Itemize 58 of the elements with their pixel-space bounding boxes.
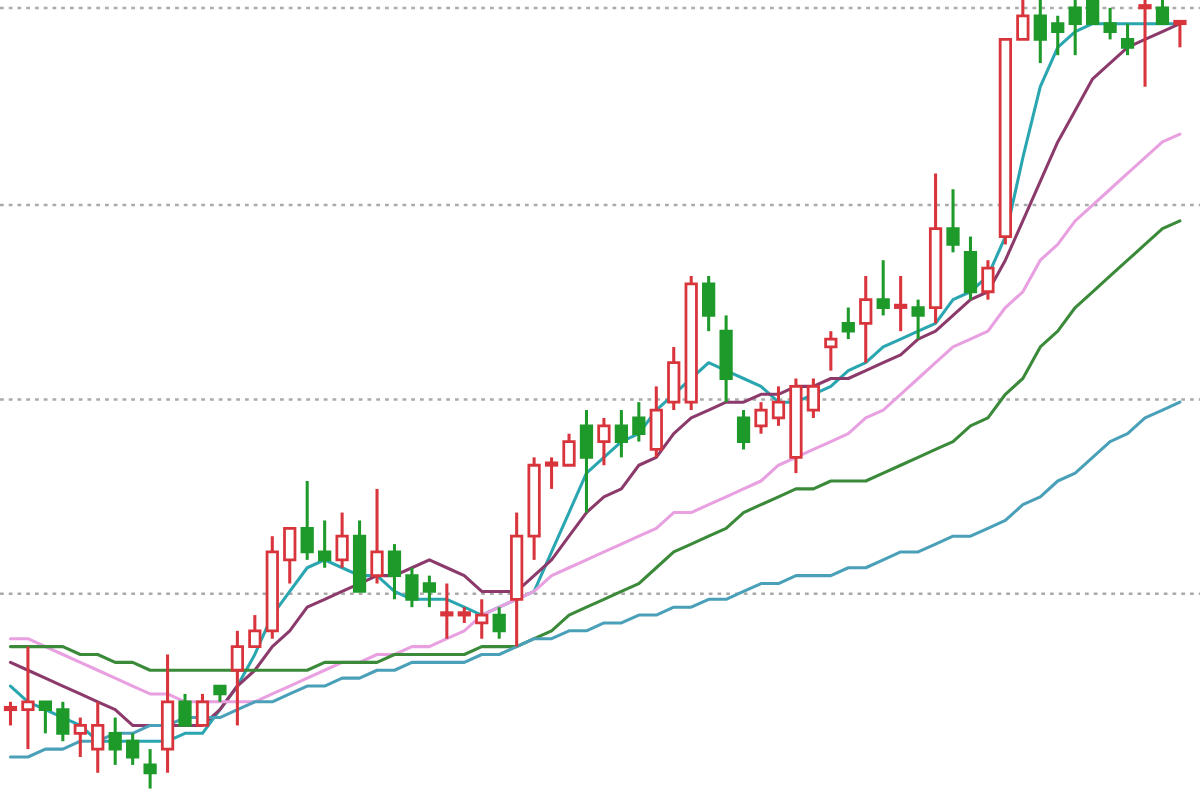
candlestick (335, 511, 349, 570)
candlestick (1103, 6, 1117, 41)
candlestick (475, 597, 489, 641)
candlestick (824, 329, 838, 373)
candlestick (649, 384, 663, 459)
candlestick (719, 313, 733, 404)
candlestick (614, 408, 629, 459)
candlestick (405, 566, 419, 609)
candlestick (667, 345, 681, 412)
candlestick (981, 258, 995, 302)
candlestick (38, 700, 53, 735)
candlestick (387, 542, 402, 601)
candlestick (806, 376, 821, 420)
candlestick (195, 692, 210, 727)
candlestick (841, 306, 855, 341)
candlestick (859, 274, 873, 365)
candlestick (126, 731, 140, 767)
candlestick (632, 400, 646, 444)
candlestick (1173, 19, 1187, 49)
candlestick (1086, 0, 1100, 26)
candlestick (492, 605, 506, 641)
candlestick (562, 432, 576, 467)
candlestick (754, 400, 768, 436)
candlestick (946, 187, 960, 254)
candlestick (702, 274, 716, 333)
candlestick (73, 716, 87, 759)
candlestick (91, 700, 105, 775)
candlestick (1155, 0, 1170, 26)
candlestick (422, 574, 437, 609)
candlestick (283, 526, 297, 586)
candlestick (876, 258, 890, 317)
candlestick (736, 408, 751, 451)
candlestick (300, 479, 314, 562)
candlestick (597, 416, 611, 467)
candlestick (544, 455, 559, 491)
candlestick (911, 298, 925, 341)
candlestick (963, 235, 978, 302)
candlestick (1068, 0, 1082, 57)
candlestick (3, 700, 18, 727)
candlestick (143, 747, 157, 791)
candlestick (160, 652, 175, 775)
candlestick (579, 408, 594, 515)
candlestick (1120, 22, 1135, 57)
candlestick (894, 274, 908, 333)
candlestick (1033, 0, 1047, 65)
candlestick (318, 518, 332, 570)
candlestick (56, 700, 70, 743)
candlestick (440, 581, 454, 641)
candlestick (1016, 0, 1030, 41)
candlestick (1138, 0, 1152, 89)
candlestick (248, 613, 262, 649)
candlestick (771, 384, 786, 428)
candlestick (108, 716, 122, 767)
candlestick (1051, 14, 1065, 57)
candlestick (21, 645, 35, 751)
candlestick (178, 692, 192, 727)
candlestick (370, 487, 384, 586)
candlestick (230, 629, 245, 727)
